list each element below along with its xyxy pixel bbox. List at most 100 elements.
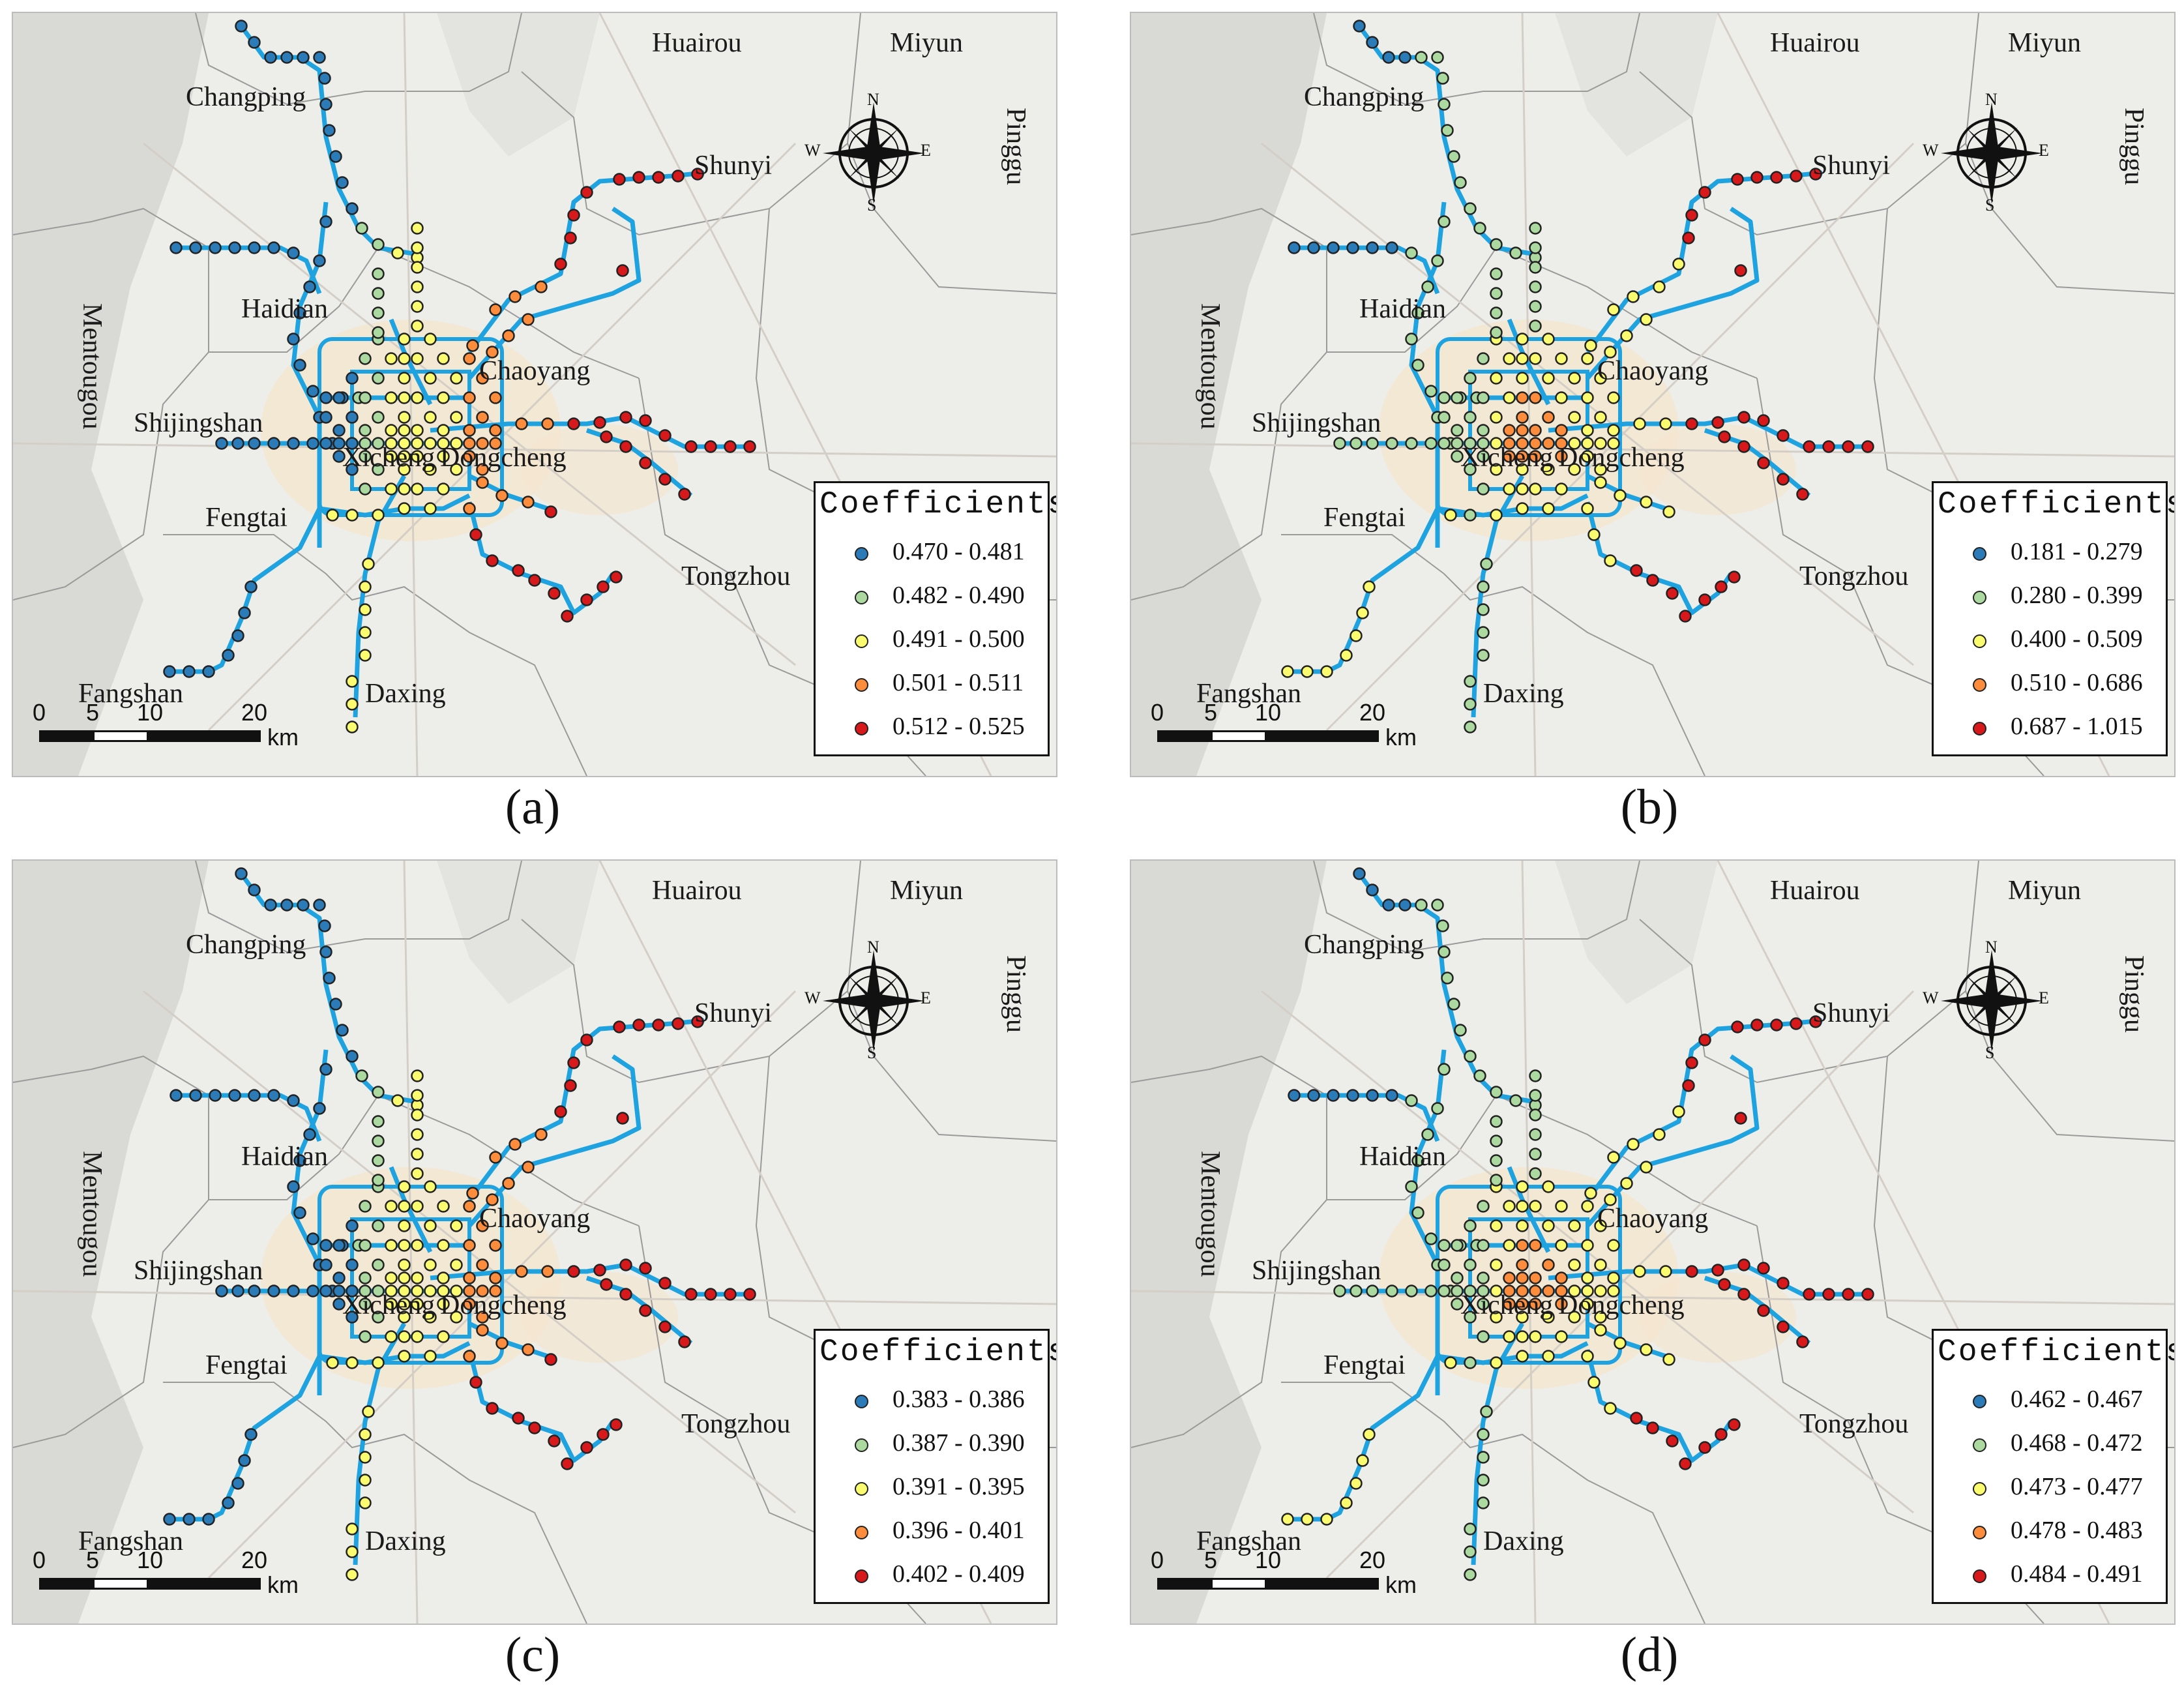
station-dot [319, 437, 332, 450]
metro-line [1586, 207, 1760, 380]
station-dot [1350, 629, 1363, 642]
station-dot [170, 241, 183, 254]
station-dot [362, 557, 375, 571]
legend-swatch [855, 678, 868, 692]
station-dot [564, 231, 577, 245]
district-label-xicheng: Xicheng [1460, 1290, 1554, 1320]
station-dot [437, 1298, 450, 1311]
station-dot [1584, 339, 1597, 352]
station-dot [411, 280, 424, 293]
station-dot [372, 267, 385, 280]
panel-caption: (a) [505, 780, 561, 835]
station-dot [632, 171, 645, 184]
scale-tick-label: 0 [1151, 1547, 1164, 1573]
station-dot [1411, 1206, 1424, 1219]
station-dot [1366, 1284, 1379, 1298]
station-dot [385, 1271, 398, 1284]
district-label-miyun: Miyun [890, 876, 964, 906]
station-dot [1568, 1258, 1581, 1271]
legend-item: 0.280 - 0.399 [1934, 578, 2166, 617]
station-dot [1431, 254, 1444, 267]
map-panel: N S E W Huairou Miyun Changping Shunyi Chaoyang S… [1130, 12, 2176, 777]
station-dot [535, 280, 548, 293]
station-dot [1490, 306, 1503, 319]
legend-swatch [1973, 1569, 1986, 1583]
station-dot [1346, 1089, 1359, 1102]
station-dot [463, 1271, 476, 1284]
station-dot [424, 411, 437, 424]
compass-s-label: S [1985, 196, 1995, 215]
road [1131, 1290, 2174, 1305]
station-dot [1333, 437, 1346, 450]
station-dot [1503, 1330, 1516, 1343]
station-dot [437, 1271, 450, 1284]
station-dot [437, 1284, 450, 1298]
station-dot [359, 1451, 372, 1464]
district-label-mentougou: Mentougou [77, 303, 107, 430]
terrain-north [437, 13, 600, 156]
station-dot [1750, 171, 1763, 184]
station-dot [1436, 919, 1449, 932]
station-dot [411, 391, 424, 404]
district-boundary [1281, 534, 1705, 776]
terrain-west [1131, 13, 1327, 776]
station-dot [398, 1311, 411, 1324]
station-dot [1529, 450, 1542, 463]
station-dot [554, 258, 567, 271]
station-dot [1581, 437, 1594, 450]
station-dot [1790, 1017, 1803, 1030]
station-dot [1464, 372, 1477, 385]
district-label-shunyi: Shunyi [1812, 998, 1891, 1028]
metro-line [467, 1018, 705, 1202]
station-dot [411, 482, 424, 496]
station-dot [1542, 1180, 1555, 1193]
station-dot [522, 313, 535, 326]
station-dot [1646, 1421, 1659, 1434]
station-dot [319, 215, 332, 228]
station-dot [411, 241, 424, 254]
station-dot [1353, 867, 1366, 880]
station-dot [1604, 346, 1617, 359]
station-dot [287, 1180, 300, 1193]
legend-item: 0.391 - 0.395 [816, 1469, 1048, 1508]
station-dot [658, 1320, 671, 1333]
station-dot [1803, 1288, 1816, 1301]
station-dot [359, 603, 372, 616]
station-dot [1480, 1405, 1493, 1418]
station-dot [424, 463, 437, 476]
legend: Coefficients 0.470 - 0.481 0.482 - 0.490 0.… [814, 481, 1056, 756]
station-dot [163, 1513, 176, 1526]
station-dot [359, 626, 372, 639]
station-dot [1555, 391, 1568, 404]
station-dot [1640, 313, 1653, 326]
station-dot [189, 241, 202, 254]
station-dot [1490, 1115, 1503, 1128]
station-dot [1415, 898, 1428, 912]
station-dot [1640, 1161, 1653, 1174]
scale-unit-label: km [267, 724, 299, 750]
station-dot [1666, 1434, 1679, 1447]
station-dot [424, 372, 437, 385]
station-dot [1477, 626, 1490, 639]
station-dot [1385, 437, 1398, 450]
station-dot [372, 1258, 385, 1271]
station-dot [437, 1330, 450, 1343]
legend-item: 0.402 - 0.409 [816, 1556, 1048, 1596]
legend-range-label: 0.462 - 0.467 [2011, 1386, 2143, 1413]
station-dot [372, 1219, 385, 1232]
station-dot [1307, 1089, 1320, 1102]
compass-w-label: W [804, 141, 821, 160]
station-dot [489, 1151, 502, 1164]
compass-rose-icon [823, 950, 924, 1052]
station-dot [1711, 1264, 1724, 1277]
station-dot [1516, 333, 1529, 346]
station-dot [1555, 352, 1568, 365]
terrain-west [1131, 861, 1327, 1624]
station-dot [1711, 416, 1724, 429]
station-dot [1653, 280, 1666, 293]
compass-e-label: E [2039, 988, 2049, 1007]
station-dot [1307, 241, 1320, 254]
station-dot [613, 173, 626, 186]
station-dot [1529, 482, 1542, 496]
station-dot [306, 1232, 319, 1245]
